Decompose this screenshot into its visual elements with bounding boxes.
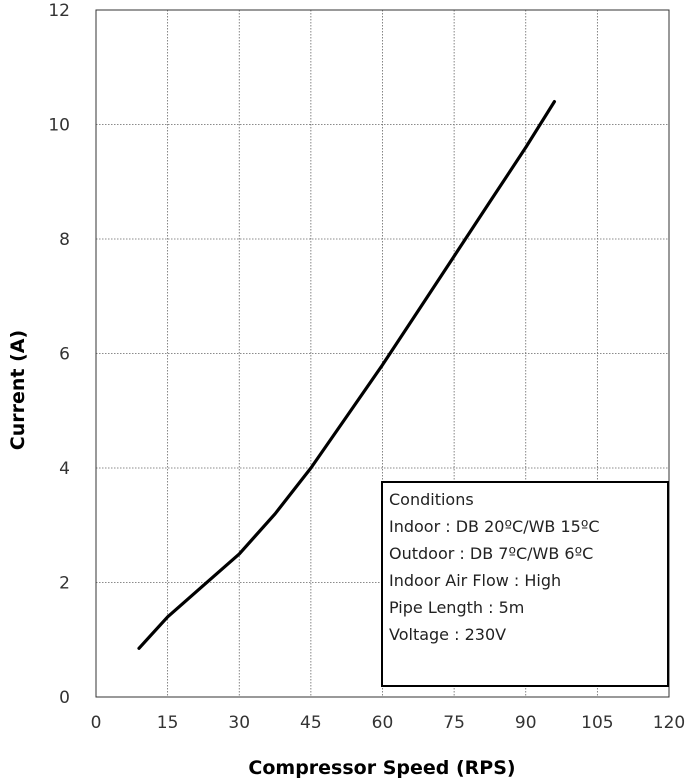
x-tick-label: 0 — [91, 713, 102, 733]
x-tick-label: 15 — [157, 713, 179, 733]
y-tick-label: 4 — [59, 459, 70, 479]
x-tick-label: 75 — [443, 713, 465, 733]
x-tick-label: 45 — [300, 713, 322, 733]
plot-border — [95, 9, 670, 698]
conditions-frame — [381, 481, 669, 687]
conditions-line: Outdoor : DB 7ºC/WB 6ºC — [389, 544, 593, 563]
y-tick-label: 2 — [59, 574, 70, 594]
conditions-line: Indoor : DB 20ºC/WB 15ºC — [389, 517, 600, 536]
y-axis-title: Current (A) — [7, 330, 29, 450]
x-tick-label: 30 — [228, 713, 250, 733]
conditions-line: Conditions — [389, 490, 474, 509]
y-tick-label: 12 — [48, 1, 70, 21]
x-axis-title: Compressor Speed (RPS) — [248, 757, 515, 779]
y-tick-label: 10 — [48, 116, 70, 136]
y-tick-label: 6 — [59, 345, 70, 365]
tick-labels: 0 15 30 45 60 75 90 105 120 0 2 4 6 8 10 12 — [48, 1, 685, 733]
y-tick-label: 8 — [59, 230, 70, 250]
conditions-box: Conditions Indoor : DB 20ºC/WB 15ºC Outd… — [381, 481, 669, 687]
x-tick-label: 60 — [372, 713, 394, 733]
conditions-line: Pipe Length : 5m — [389, 598, 524, 617]
x-tick-label: 90 — [515, 713, 537, 733]
conditions-line: Voltage : 230V — [389, 625, 506, 644]
x-tick-label: 105 — [581, 713, 613, 733]
y-tick-label: 0 — [59, 688, 70, 708]
conditions-line: Indoor Air Flow : High — [389, 571, 561, 590]
x-tick-label: 120 — [653, 713, 685, 733]
current-line — [137, 99, 557, 650]
